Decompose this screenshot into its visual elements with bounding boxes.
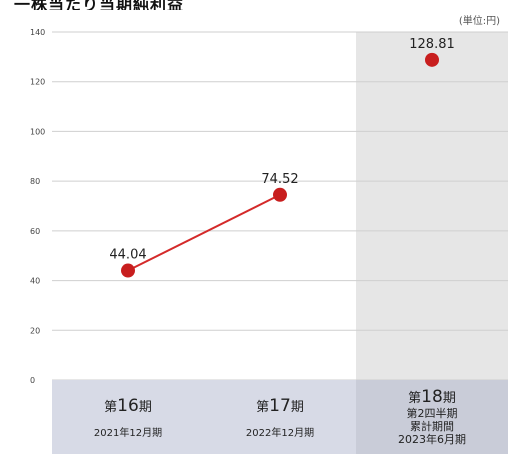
- y-tick-label-140: 140: [30, 28, 45, 37]
- category-period: 第16期: [104, 396, 152, 416]
- chart-title-text: 一株当たり当期純利益: [14, 0, 185, 10]
- y-tick-label-0: 0: [30, 376, 35, 385]
- y-tick-label-20: 20: [30, 326, 40, 335]
- data-point-1: [273, 187, 287, 202]
- unit-label: (単位:円): [458, 16, 500, 27]
- y-tick-label-80: 80: [30, 177, 40, 186]
- data-label-1: 74.52: [261, 172, 298, 187]
- category-axis-band-highlight: [356, 380, 508, 454]
- highlight-column-background: [356, 32, 508, 380]
- data-label-2: 128.81: [409, 37, 455, 52]
- chart-title: 一株当たり当期純利益: [0, 0, 508, 10]
- data-label-0: 44.04: [109, 248, 146, 263]
- category-label-2: 第18期 第2四半期 累計期間 2023年6月期: [356, 387, 508, 446]
- category-subtext: 累計期間: [410, 420, 454, 433]
- category-label-1: 第17期 2022年12月期: [204, 396, 356, 439]
- category-label-0: 第16期 2021年12月期: [52, 396, 204, 439]
- series-line-segment-0: [127, 193, 281, 272]
- category-subtext: 第2四半期: [406, 407, 458, 420]
- data-point-0: [121, 263, 135, 278]
- category-period: 第18期: [408, 387, 456, 407]
- data-point-2: [425, 52, 439, 67]
- y-tick-label-100: 100: [30, 127, 45, 136]
- category-subtext: 2023年6月期: [398, 433, 466, 446]
- category-subtext: 2022年12月期: [245, 428, 315, 439]
- y-tick-label-40: 40: [30, 277, 40, 286]
- y-tick-label-60: 60: [30, 227, 40, 236]
- y-tick-label-120: 120: [30, 78, 45, 87]
- category-subtext: 2021年12月期: [93, 428, 163, 439]
- category-period: 第17期: [256, 396, 304, 416]
